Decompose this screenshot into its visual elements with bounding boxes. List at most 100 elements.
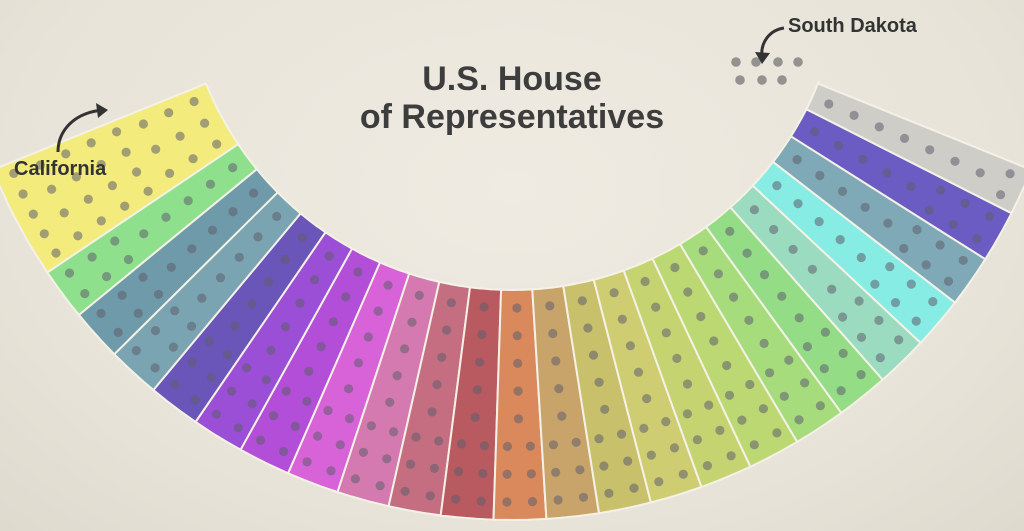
seat-dot <box>819 364 829 374</box>
seat-dot <box>512 303 522 313</box>
seat-dot <box>302 396 312 406</box>
seat-dot <box>545 301 555 311</box>
seat-dot <box>268 411 279 421</box>
seat-dot <box>769 224 779 235</box>
seat-dot <box>188 154 198 164</box>
seat-dot <box>578 492 589 502</box>
seat-dot <box>73 231 83 241</box>
south-dakota-seat-dot <box>731 57 741 67</box>
seat-dot <box>745 379 755 390</box>
seat-dot <box>247 399 257 409</box>
seat-dot <box>197 293 207 303</box>
seat-dot <box>454 466 464 477</box>
seat-dot <box>373 306 383 316</box>
seat-dot <box>921 260 931 270</box>
seat-dot <box>475 357 485 367</box>
seat-dot <box>470 412 480 422</box>
seat-dot <box>353 358 364 368</box>
seat-dot <box>295 298 305 308</box>
seat-dot <box>310 275 320 285</box>
seat-dot <box>557 411 567 421</box>
seat-dot <box>366 421 376 431</box>
seat-dot <box>80 289 90 299</box>
seat-dot <box>875 353 885 363</box>
seat-dot <box>502 497 512 507</box>
seat-dot <box>437 352 447 362</box>
seat-dot <box>788 244 798 254</box>
seat-dot <box>759 338 769 348</box>
seat-dot <box>204 336 214 346</box>
seat-dot <box>793 199 803 209</box>
seat-dot <box>261 375 271 385</box>
seat-dot <box>110 236 120 246</box>
seat-dot <box>71 172 81 182</box>
seat-dot <box>264 277 274 287</box>
seat-dot <box>749 205 760 215</box>
seat-dot <box>427 407 437 417</box>
seat-dot <box>834 140 844 151</box>
seat-dot <box>446 298 456 308</box>
california-arrow-icon <box>56 108 105 153</box>
seat-dot <box>726 451 736 461</box>
seat-dot <box>749 440 759 450</box>
seat-dot <box>414 290 424 300</box>
seat-dot <box>328 317 338 327</box>
seat-dot <box>882 168 892 178</box>
seat-dot <box>150 363 160 373</box>
seat-dot <box>479 302 489 312</box>
seat-dot <box>807 264 818 274</box>
seat-dot <box>571 437 581 447</box>
seat-dot <box>899 133 910 143</box>
seat-dot <box>633 367 644 377</box>
seat-dot <box>802 342 813 352</box>
seat-dot <box>64 268 75 278</box>
south-dakota-seat-dot <box>777 75 787 85</box>
seat-dot <box>161 212 171 222</box>
seat-dot <box>815 170 825 181</box>
seat-dot <box>432 380 442 390</box>
seat-dot <box>972 234 982 244</box>
seat-dot <box>281 386 291 396</box>
seat-dot <box>304 366 314 376</box>
seat-dot <box>87 252 97 262</box>
seat-dot <box>784 355 794 365</box>
south-dakota-seat-dot <box>757 75 767 85</box>
seat-dot <box>96 159 106 170</box>
seat-dot <box>350 474 360 484</box>
seat-dot <box>143 186 153 196</box>
seat-dot <box>313 431 323 441</box>
seat-dot <box>407 317 417 327</box>
seat-dot <box>168 342 178 352</box>
seat-dot <box>425 491 435 501</box>
seat-dot <box>266 345 276 355</box>
seat-dot <box>513 414 524 424</box>
seat-dot <box>479 441 489 451</box>
seat-dot <box>682 409 693 419</box>
south-dakota-seat-dot <box>773 57 783 67</box>
seat-dot <box>814 217 824 227</box>
seat-dot <box>256 435 266 445</box>
seat-dot <box>639 423 649 433</box>
seat-dot <box>86 138 96 148</box>
seat-dot <box>242 363 252 373</box>
seat-dot <box>112 127 122 137</box>
seat-dot <box>502 469 512 479</box>
seat-dot <box>170 379 180 389</box>
seat-dot <box>187 321 197 331</box>
seat-dot <box>583 323 593 333</box>
seat-dot <box>950 156 960 166</box>
seat-dot <box>899 243 909 254</box>
seat-dot <box>226 386 237 396</box>
seat-dot <box>383 280 393 290</box>
seat-dot <box>442 325 452 335</box>
seat-dot <box>96 308 106 318</box>
seat-dot <box>759 270 770 280</box>
seat-dot <box>230 321 240 331</box>
seat-dot <box>616 429 627 439</box>
seat-dot <box>838 312 848 322</box>
seat-dot <box>212 139 222 149</box>
seat-dot <box>165 168 175 178</box>
seat-dot <box>451 494 461 504</box>
seat-dot <box>906 279 916 289</box>
